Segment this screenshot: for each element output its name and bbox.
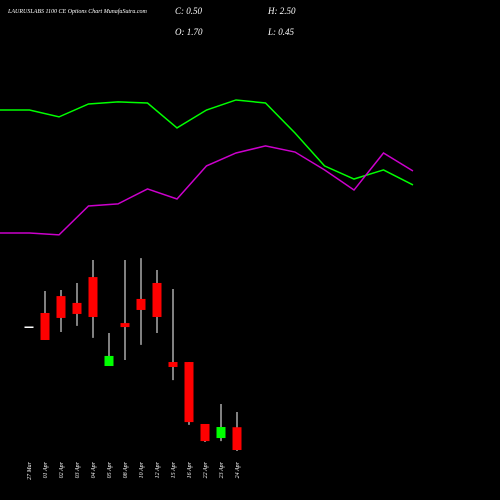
- candle-body: [56, 296, 66, 318]
- candle-body: [216, 427, 226, 439]
- indicator-line: [0, 145, 414, 236]
- x-tick-label: 24 Apr: [234, 461, 241, 478]
- chart-title: LAURUSLABS 1100 CE Options Chart MunafaS…: [7, 8, 148, 15]
- x-tick-label: 01 Apr: [43, 461, 49, 478]
- high-info: H: 2.50: [267, 6, 296, 16]
- x-tick-label: 02 Apr: [59, 461, 65, 478]
- low-info: L: 0.45: [267, 27, 295, 37]
- x-tick-label: 16 Apr: [187, 461, 193, 478]
- x-tick-label: 10 Apr: [139, 461, 145, 478]
- candle-body: [136, 298, 146, 310]
- x-tick-label: 27 Mar: [27, 461, 33, 479]
- x-tick-label: 15 Apr: [171, 461, 177, 478]
- candle-body: [72, 302, 82, 314]
- close-info: C: 0.50: [175, 6, 203, 16]
- x-tick-label: 05 Apr: [107, 461, 113, 478]
- x-tick-label: 12 Apr: [155, 461, 161, 478]
- x-tick-label: 03 Apr: [75, 461, 81, 478]
- x-tick-label: 04 Apr: [90, 461, 97, 478]
- candle-body: [88, 277, 98, 317]
- candle-body: [152, 282, 162, 317]
- candle-body: [200, 423, 210, 442]
- candle-body: [104, 355, 114, 367]
- x-tick-label: 22 Apr: [203, 461, 209, 478]
- candle-body: [184, 362, 194, 423]
- candle-body: [24, 326, 34, 328]
- indicator-line: [0, 99, 414, 186]
- x-tick-label: 23 Apr: [219, 461, 225, 478]
- candle-body: [120, 323, 130, 328]
- x-tick-label: 08 Apr: [123, 461, 129, 478]
- open-info: O: 1.70: [175, 27, 203, 37]
- candle-body: [232, 427, 242, 451]
- candle-body: [40, 312, 50, 340]
- candle-body: [168, 362, 178, 367]
